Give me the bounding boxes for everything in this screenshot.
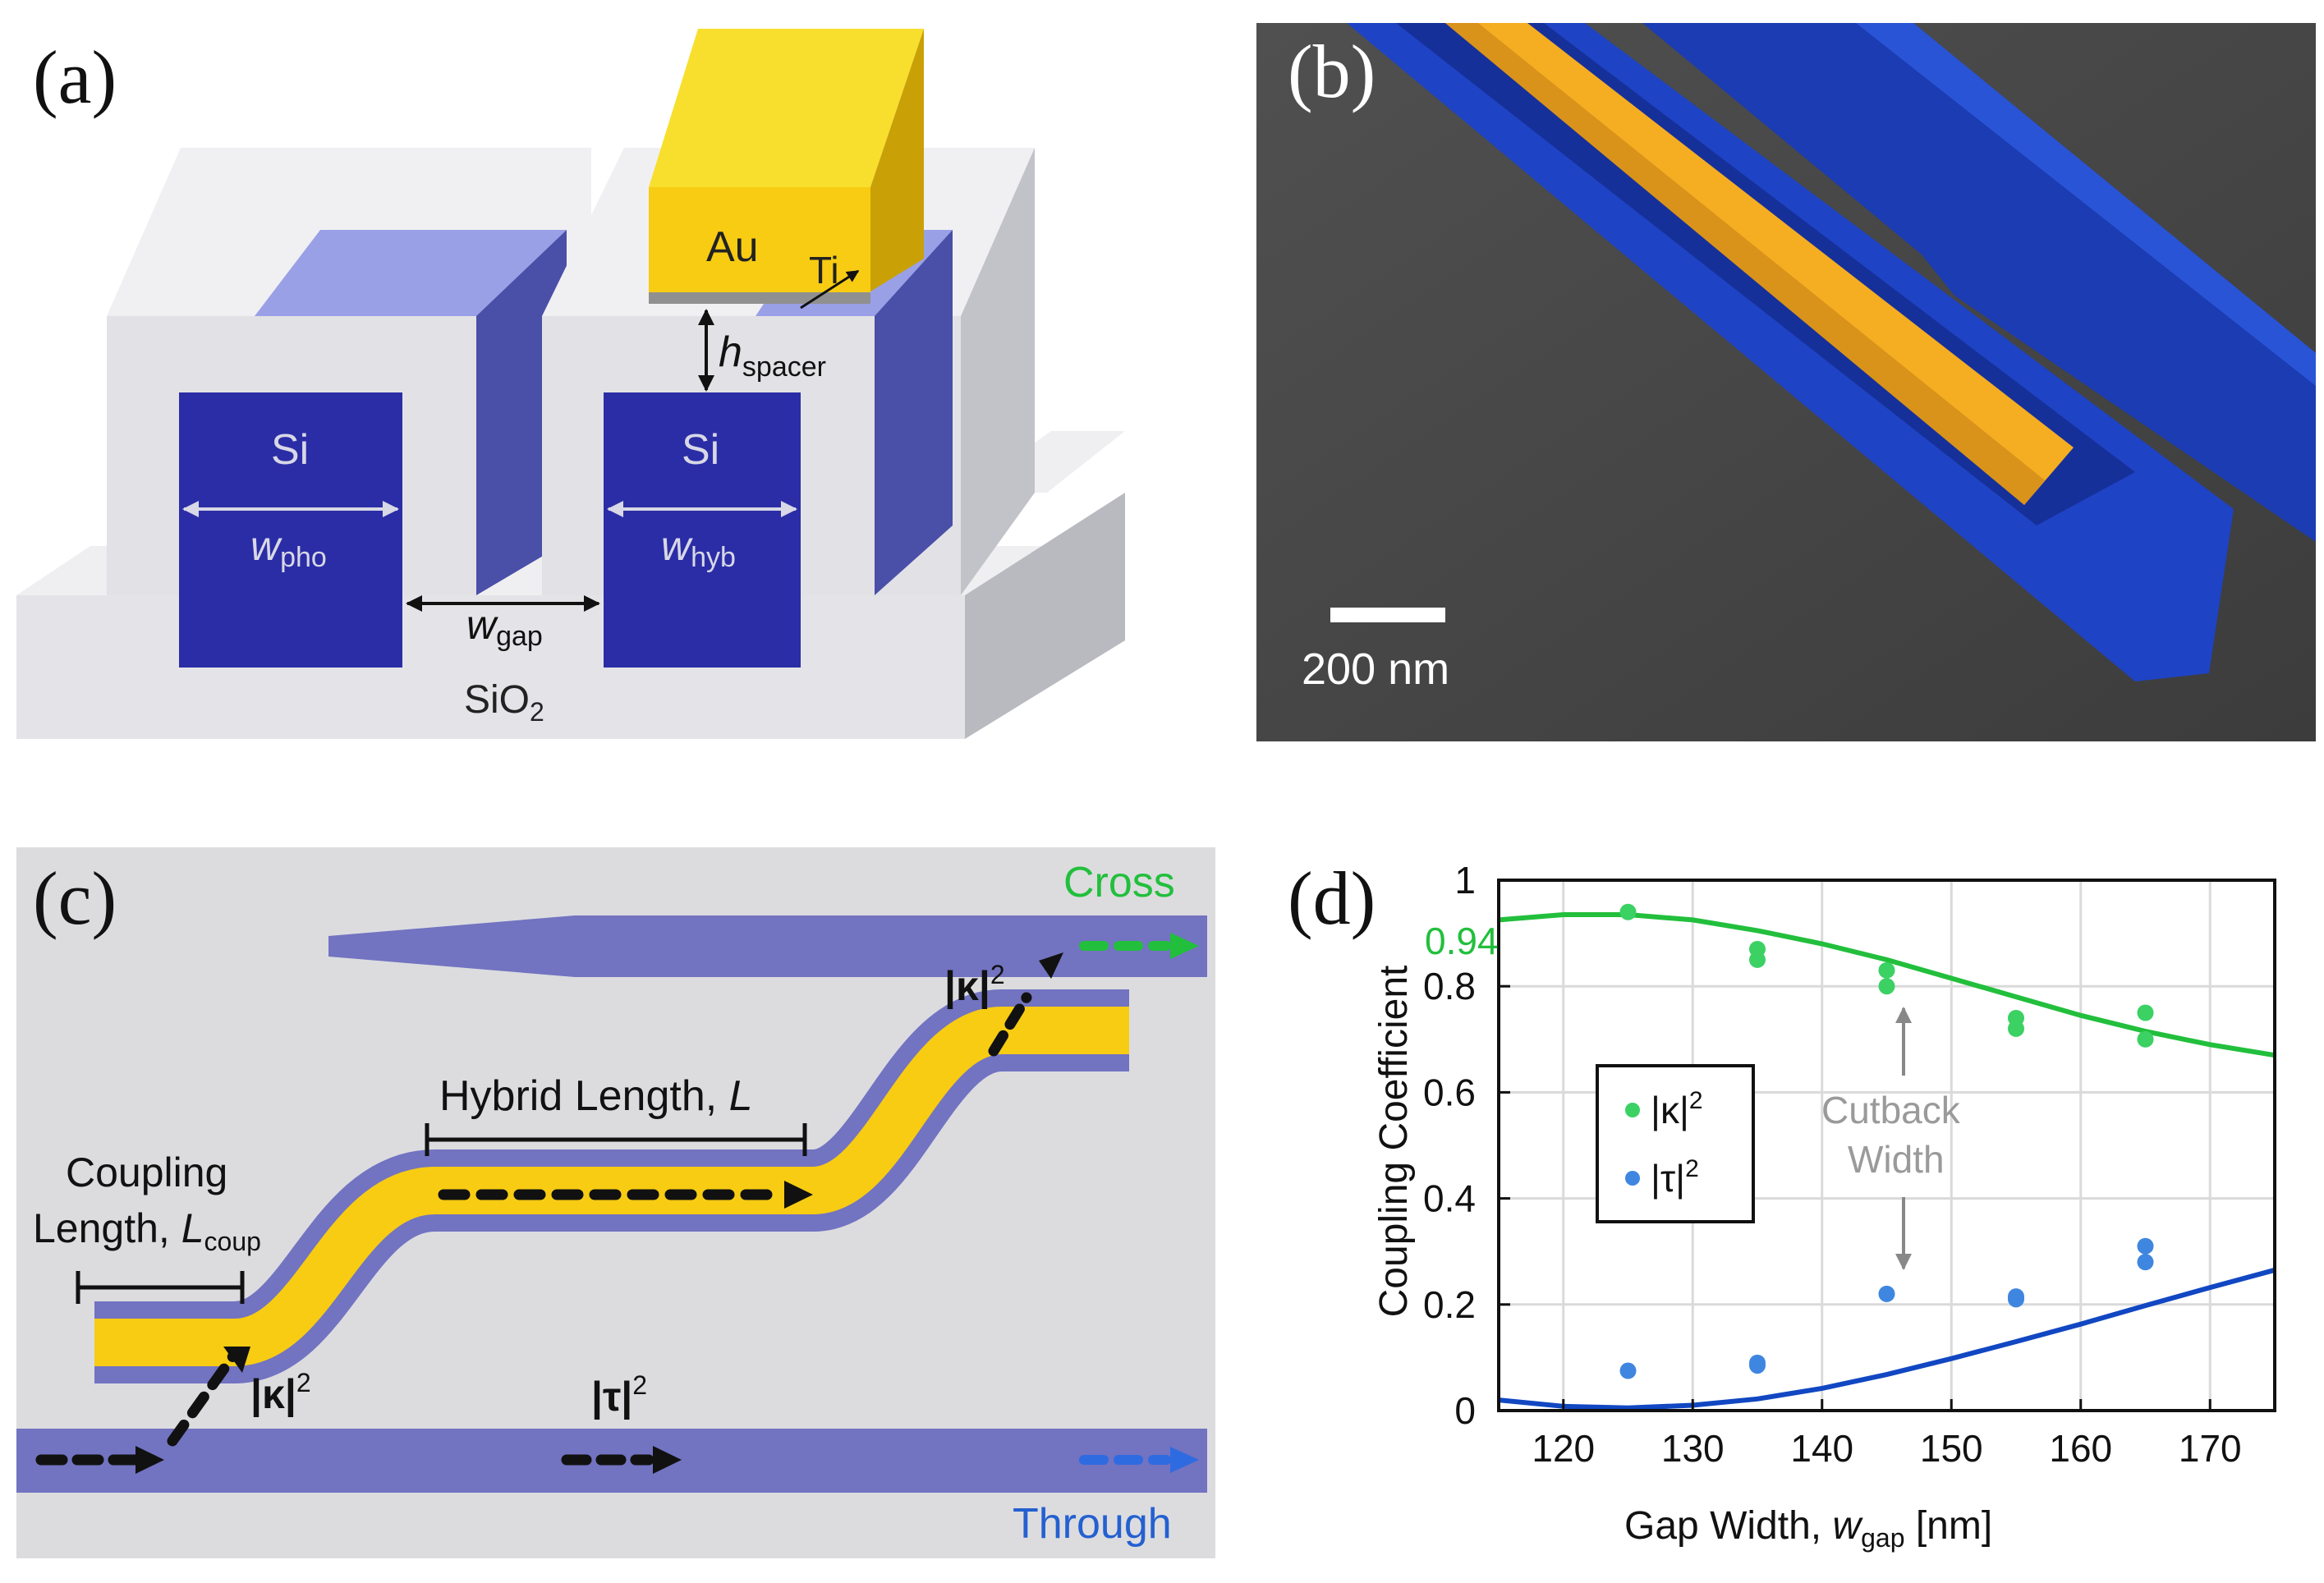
- data-point: [2137, 1030, 2154, 1048]
- panel-d: (d) 120 130 140 150 160 170 0 0.2 0.4 0.6 0.8 1 Gap…: [1288, 856, 2276, 1553]
- si-right-front: [604, 392, 801, 668]
- panel-a-label: (a): [33, 35, 117, 119]
- cross-output-arrowhead: [1170, 933, 1199, 959]
- through-output-arrowhead: [1170, 1447, 1199, 1473]
- panel-c-label: (c): [33, 856, 117, 940]
- cross-label: Cross: [1063, 859, 1175, 906]
- sem-hybrid-waveguide: [1347, 23, 2234, 681]
- au-top: [649, 29, 924, 187]
- hybrid-arrowhead: [784, 1181, 813, 1209]
- sem-photonic-highlight: [1856, 23, 2316, 386]
- si-right-side: [875, 230, 953, 595]
- kappa-bottom-coupling: [167, 1349, 240, 1447]
- fit-line: [1498, 1267, 2276, 1411]
- y-tick-label: 0.2: [1423, 1283, 1476, 1326]
- si-left-top: [255, 230, 567, 316]
- kappa-top-label: |κ|2: [944, 960, 1005, 1010]
- kappa-bottom-label: |κ|2: [250, 1368, 311, 1418]
- data-point: [2008, 1020, 2024, 1037]
- data-point: [2137, 1004, 2154, 1021]
- y-tick-label: 0.4: [1423, 1177, 1476, 1220]
- panel-c: (c) Cross: [16, 847, 1215, 1558]
- data-point: [2008, 1291, 2024, 1308]
- sio2-label: SiO2: [464, 678, 544, 727]
- ti-arrow: [800, 269, 860, 310]
- legend-tau-marker: [1625, 1171, 1640, 1186]
- tau-label: |τ|2: [591, 1370, 647, 1420]
- data-point: [1878, 1285, 1895, 1302]
- coupling-length-label-line1: Coupling: [66, 1149, 227, 1195]
- y-axis-label: Coupling Coefficient: [1372, 966, 1416, 1318]
- cutback-label-line1: Cutback: [1821, 1089, 1961, 1131]
- x-tick-label: 150: [1920, 1427, 1983, 1470]
- data-point: [1619, 1362, 1637, 1379]
- y-tick-label: 0.8: [1423, 965, 1476, 1007]
- cutback-label-line2: Width: [1848, 1138, 1945, 1181]
- au-side: [870, 29, 924, 291]
- au-front: [649, 187, 870, 292]
- y-tick-label: 0: [1454, 1389, 1476, 1432]
- w-hyb-label: whyb: [661, 523, 736, 573]
- ti-label: Ti: [809, 249, 839, 291]
- w-pho-label: wpho: [250, 523, 327, 573]
- hybrid-length-label: Hybrid Length, L: [439, 1072, 753, 1120]
- hybrid-length-bracket: [425, 1123, 807, 1156]
- ti-layer: [649, 292, 870, 304]
- sem-photonic-waveguide: [1642, 23, 2316, 542]
- panel-b: (b) 200 nm: [1256, 23, 2316, 741]
- legend-box: [1596, 1064, 1755, 1223]
- legend-kappa-marker: [1625, 1103, 1640, 1117]
- si-left-label: Si: [271, 426, 309, 474]
- chart-points: [1619, 903, 2154, 1379]
- tau-arrowhead: [653, 1446, 682, 1474]
- data-point: [1878, 961, 1895, 979]
- cross-waveguide: [328, 915, 1207, 977]
- si-right-label: Si: [682, 426, 719, 474]
- y-tick-label: 0.6: [1423, 1071, 1476, 1113]
- panel-d-label: (d): [1288, 856, 1376, 940]
- data-point: [1878, 978, 1895, 995]
- input-arrowhead: [135, 1446, 164, 1474]
- sem-gold-shadow: [1445, 23, 2045, 505]
- data-point: [1749, 1357, 1766, 1374]
- au-label: Au: [706, 223, 759, 271]
- through-label: Through: [1013, 1500, 1172, 1548]
- coupling-length-label-line2: Length, Lcoup: [33, 1205, 261, 1256]
- scale-bar: [1330, 608, 1445, 622]
- legend-tau-label: |τ|2: [1651, 1155, 1699, 1200]
- x-tick-label: 130: [1661, 1427, 1725, 1470]
- data-point: [1749, 951, 1766, 968]
- kappa-top-arrowhead: [1039, 952, 1063, 979]
- data-point: [2137, 1254, 2154, 1271]
- plot-frame: [1497, 879, 2276, 1412]
- x-tick-label: 140: [1790, 1427, 1853, 1470]
- y-tick-label: 1: [1454, 859, 1476, 902]
- data-point: [1619, 903, 1637, 920]
- x-axis-label: Gap Width, wgap [nm]: [1624, 1504, 1992, 1553]
- panel-a: (a) Au Ti hspacer: [16, 29, 1125, 739]
- si-left-front: [179, 392, 402, 668]
- substrate-right-face: [965, 493, 1125, 739]
- panel-b-label: (b): [1288, 30, 1376, 113]
- scale-bar-label: 200 nm: [1302, 645, 1449, 694]
- kappa-bottom-arrowhead: [223, 1347, 250, 1373]
- x-tick-label: 120: [1532, 1427, 1595, 1470]
- w-gap-label: wgap: [466, 602, 543, 652]
- coupling-length-bracket: [76, 1271, 245, 1304]
- kappa-top-coupling: [988, 992, 1032, 1057]
- pillar-right-side: [961, 148, 1035, 595]
- chart-ticks: 120 130 140 150 160 170 0 0.2 0.4 0.6 0.8 1: [1423, 859, 2242, 1470]
- legend-kappa-label: |κ|2: [1651, 1087, 1703, 1131]
- annotation-094: 0.94: [1425, 920, 1499, 962]
- hybrid-waveguide-gold: [94, 1007, 1129, 1366]
- legend: |κ|2 |τ|2: [1596, 1064, 1755, 1223]
- x-tick-label: 170: [2179, 1427, 2242, 1470]
- data-point: [2137, 1237, 2154, 1255]
- h-spacer-label: hspacer: [719, 328, 826, 383]
- x-tick-label: 160: [2049, 1427, 2112, 1470]
